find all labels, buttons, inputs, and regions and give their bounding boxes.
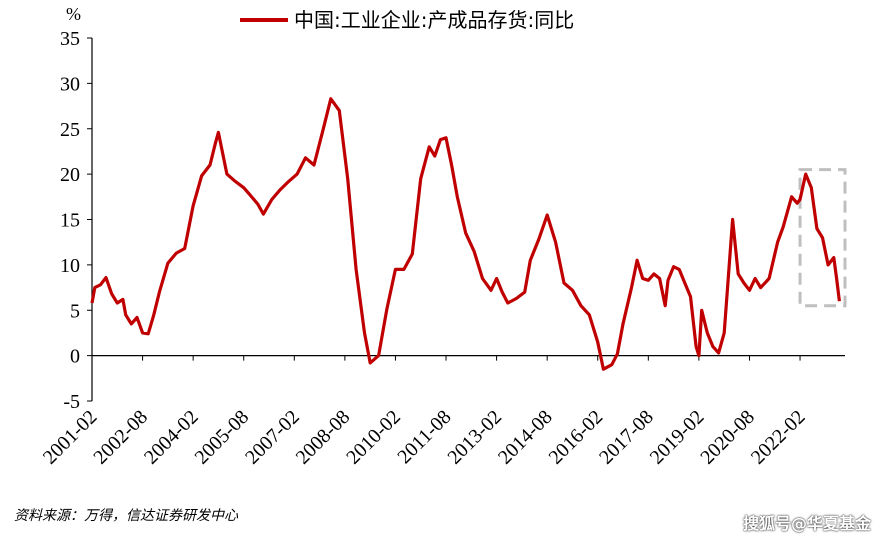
x-tick-label: 2005-08 [191, 406, 254, 469]
y-axis: 35 30 25 20 15 10 5 0 -5% [60, 4, 93, 413]
x-tick-label: 2017-08 [595, 406, 658, 469]
x-tick-label: 2016-02 [545, 406, 608, 469]
watermark: 搜狐号@华夏基金 [742, 514, 871, 533]
y-tick-label: 10 [60, 255, 80, 277]
legend: 中国:工业企业:产成品存货:同比 [240, 8, 574, 32]
y-tick-label: 5 [70, 300, 80, 322]
x-tick-label: 2022-02 [747, 406, 810, 469]
x-tick-label: 2002-08 [89, 406, 152, 469]
series-line [90, 97, 841, 371]
y-tick-label: -5 [63, 391, 80, 413]
highlight-rect [798, 168, 847, 308]
y-tick-label: 15 [60, 210, 80, 232]
y-tick-label: 30 [60, 73, 80, 95]
x-axis: 2001-022002-082004-022005-082007-022008-… [39, 355, 845, 469]
x-tick-label: 2004-02 [140, 406, 203, 469]
x-tick-label: 2008-08 [292, 406, 355, 469]
x-tick-label: 2014-08 [494, 406, 557, 469]
y-tick-label: 20 [60, 164, 80, 186]
series-layer [90, 97, 841, 371]
x-tick-label: 2019-02 [646, 406, 709, 469]
x-tick-label: 2007-02 [241, 406, 304, 469]
x-tick-label: 2001-02 [39, 406, 102, 469]
y-tick-label: 0 [70, 346, 80, 368]
x-tick-label: 2013-02 [443, 406, 506, 469]
y-unit-label: % [66, 4, 81, 24]
highlight-box [798, 168, 847, 308]
legend-label: 中国:工业企业:产成品存货:同比 [294, 8, 574, 32]
source-note: 资料来源：万得，信达证券研发中心 [14, 508, 238, 524]
x-tick-label: 2020-08 [696, 406, 759, 469]
x-tick-label: 2010-02 [342, 406, 405, 469]
x-tick-label: 2011-08 [393, 406, 455, 468]
y-tick-label: 25 [60, 119, 80, 141]
y-tick-label: 35 [60, 28, 80, 50]
